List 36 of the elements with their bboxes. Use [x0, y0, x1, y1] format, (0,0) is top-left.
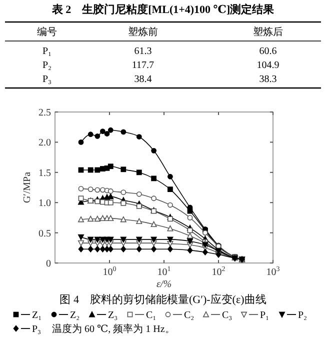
- data-label: 38.3: [259, 74, 277, 85]
- legend-label: P₂: [298, 310, 308, 321]
- y-tick-label: 0.5: [38, 228, 51, 240]
- y-tick-label: 2.5: [38, 108, 51, 118]
- data-label: 61.3: [134, 46, 152, 57]
- x-tick-label: 10$^{1}$: [157, 265, 172, 278]
- x-tick-label: 10$^{0}$: [102, 265, 117, 278]
- legend-label: P₃: [32, 324, 42, 335]
- y-axis-title: G′/MPa: [22, 171, 33, 204]
- category-label: P₃: [42, 74, 52, 85]
- y-tick-label: 0: [46, 258, 51, 270]
- y-tick-label: 1.5: [38, 168, 51, 179]
- text: 塑炼前: [128, 26, 158, 38]
- legend-label: Z₃: [108, 310, 118, 321]
- legend-label: C₁: [146, 310, 156, 321]
- data-label: 117.7: [132, 60, 154, 71]
- category-label: P₁: [42, 46, 52, 57]
- text: 塑炼后: [253, 26, 283, 38]
- text: 图 4 胶料的剪切储能模量(G′)-应变(ε)曲线: [60, 293, 266, 306]
- x-tick-label: 10$^{3}$: [266, 265, 280, 278]
- text: 表 2 生胶门尼粘度[ML(1+4)100 ℃]测定结果: [50, 3, 276, 16]
- legend-label: C₂: [184, 310, 194, 321]
- category-label: P₂: [42, 60, 52, 71]
- data-label: 60.6: [259, 46, 277, 57]
- x-tick-label: 10$^{2}$: [212, 265, 226, 278]
- legend-label: P₁: [260, 310, 270, 321]
- legend-label: C₃: [222, 310, 232, 321]
- data-label: 104.9: [256, 60, 280, 71]
- y-tick-label: 1.0: [38, 198, 51, 210]
- legend-label: Z₁: [32, 310, 42, 321]
- legend-label: Z₂: [70, 310, 80, 321]
- y-tick-label: 2.0: [38, 138, 51, 149]
- x-axis-title: ε/%: [156, 279, 172, 290]
- text: 编号: [37, 26, 57, 38]
- text: 温度为 60 ℃, 频率为 1 Hz。: [52, 323, 175, 335]
- data-label: 38.4: [134, 74, 152, 85]
